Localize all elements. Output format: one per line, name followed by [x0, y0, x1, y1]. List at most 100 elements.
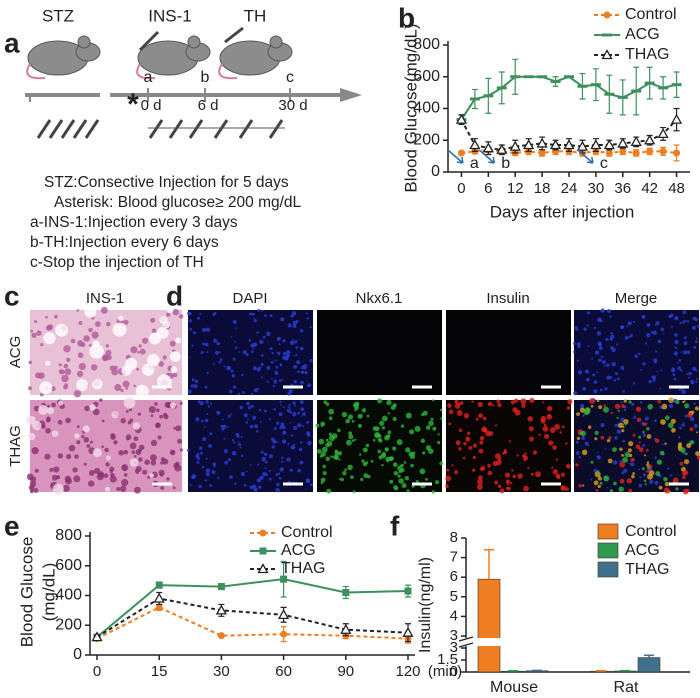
cell — [587, 345, 590, 348]
cell — [104, 447, 109, 453]
cell — [63, 345, 71, 353]
cell — [529, 436, 534, 442]
cell — [202, 342, 206, 346]
cell — [209, 402, 213, 405]
cell — [342, 471, 347, 476]
cell — [137, 412, 141, 416]
cell — [322, 471, 327, 476]
cell — [693, 345, 697, 349]
y-tick-label: 6 — [450, 568, 458, 585]
cell — [352, 490, 356, 494]
cell — [252, 366, 257, 371]
cell — [275, 488, 280, 493]
cell — [197, 400, 201, 404]
cell — [133, 436, 139, 442]
cell — [232, 385, 237, 389]
cell — [116, 487, 121, 491]
cell — [648, 470, 655, 476]
point — [469, 139, 481, 150]
cell — [223, 449, 228, 454]
cell — [682, 488, 689, 495]
cell — [406, 489, 410, 493]
cell — [566, 406, 571, 410]
cell — [121, 365, 132, 376]
cell — [606, 309, 611, 313]
point — [658, 86, 669, 90]
cell — [281, 378, 284, 381]
cell — [123, 449, 129, 455]
cell — [31, 447, 39, 455]
cell — [220, 424, 224, 428]
cell — [593, 380, 598, 384]
cell — [299, 460, 304, 465]
cell — [627, 321, 632, 326]
cell — [385, 447, 389, 451]
cell — [345, 418, 351, 424]
cell — [620, 325, 624, 329]
legend-label: ACG — [625, 542, 660, 559]
cell — [150, 317, 156, 323]
cell — [354, 438, 357, 441]
series-line — [96, 606, 409, 640]
cell — [605, 337, 609, 341]
cell — [622, 390, 625, 393]
point — [91, 631, 103, 642]
cell — [366, 414, 370, 418]
cell — [96, 472, 105, 481]
cell — [370, 459, 374, 463]
cell — [234, 482, 237, 485]
cell — [492, 404, 495, 407]
cell — [475, 417, 479, 421]
cell — [227, 458, 231, 462]
day-label: 30 d — [278, 97, 307, 114]
cell — [170, 366, 178, 373]
cell — [633, 415, 637, 419]
cell — [61, 374, 69, 383]
cell — [482, 427, 488, 433]
cell — [321, 446, 328, 453]
y-axis-title: (mg/dL) — [39, 563, 58, 622]
cell — [322, 464, 326, 469]
cell — [404, 476, 409, 481]
cell — [264, 467, 267, 470]
cell — [608, 436, 612, 440]
cell — [123, 397, 136, 409]
cell — [638, 483, 643, 488]
cell — [30, 489, 34, 494]
legend-label: Control — [625, 523, 677, 540]
cell — [655, 321, 660, 325]
cell — [197, 457, 201, 461]
cell — [53, 466, 60, 473]
cell — [91, 364, 98, 371]
cell — [268, 470, 271, 472]
cell — [638, 447, 644, 453]
cell — [642, 444, 646, 447]
cell — [514, 398, 519, 403]
y-tick-label: 400 — [55, 587, 82, 604]
cell — [432, 426, 437, 431]
y-axis-title: Blood Glucose(mg/dL) — [401, 23, 420, 192]
cell — [435, 480, 440, 485]
note: c-Stop the injection of TH — [30, 254, 204, 271]
cell — [593, 326, 597, 329]
cell — [689, 427, 694, 432]
cell — [58, 369, 63, 374]
cell — [606, 439, 611, 443]
point — [340, 623, 352, 634]
cell — [573, 391, 578, 396]
cell — [613, 460, 618, 465]
column-title: Merge — [615, 290, 658, 307]
error-bar — [644, 654, 654, 658]
cell — [237, 441, 240, 444]
cell — [223, 437, 226, 440]
cell — [619, 461, 625, 468]
cell — [92, 448, 102, 458]
legend-label: THAG — [281, 560, 325, 577]
cell — [262, 459, 264, 462]
cell — [206, 351, 209, 354]
cell — [692, 366, 697, 371]
cell — [410, 463, 414, 468]
cell — [282, 339, 286, 343]
cell — [291, 446, 294, 449]
cell — [199, 451, 203, 455]
